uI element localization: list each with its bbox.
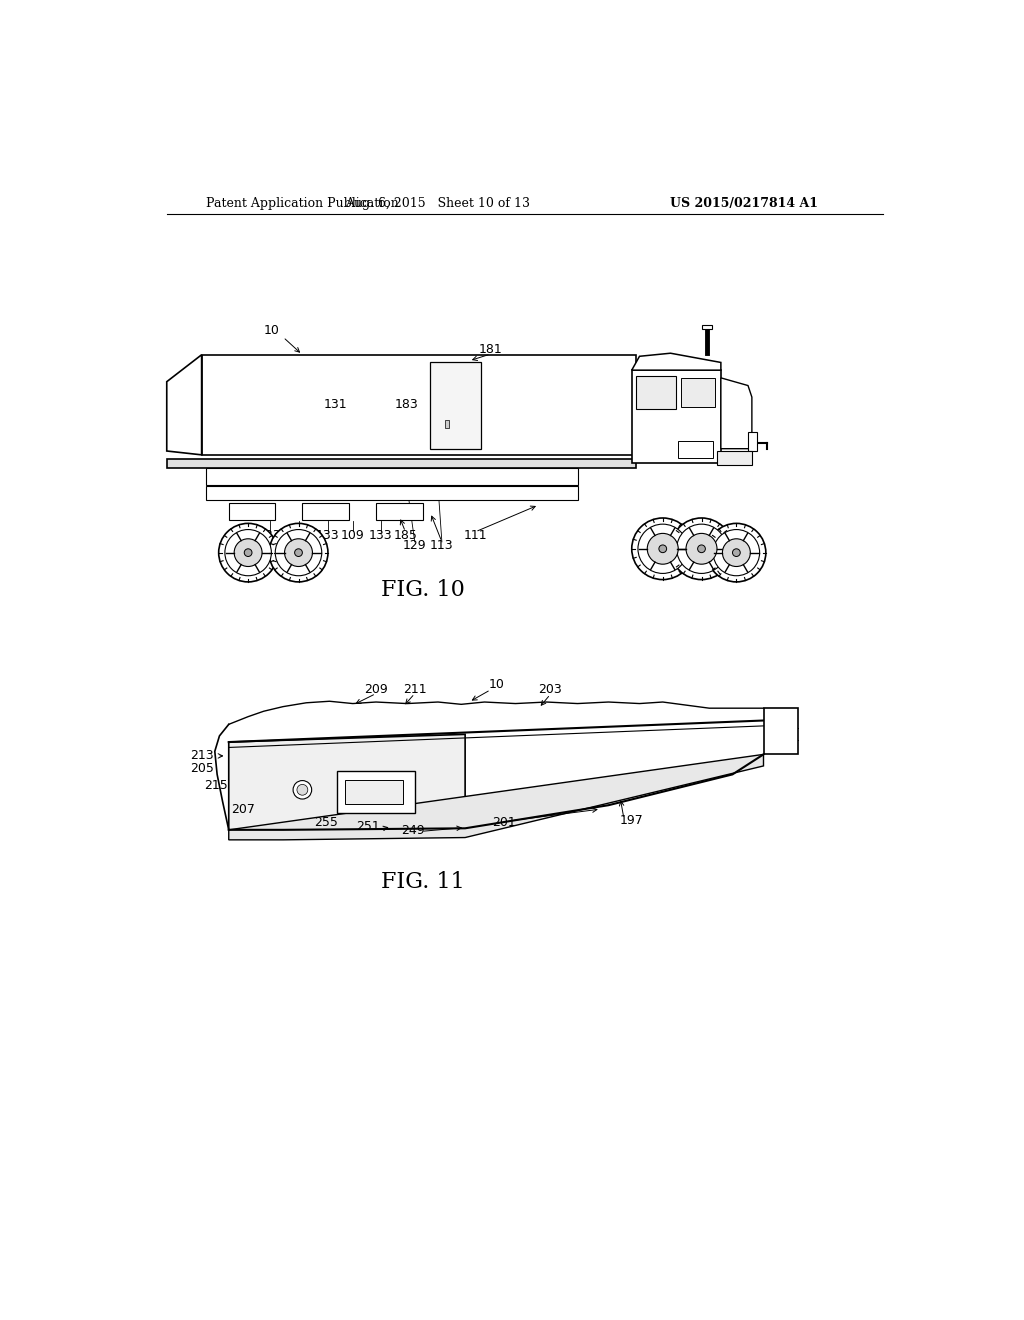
Circle shape	[722, 539, 751, 566]
Circle shape	[658, 545, 667, 553]
Polygon shape	[228, 734, 465, 830]
Text: 203: 203	[539, 684, 562, 696]
Text: 109: 109	[341, 529, 365, 543]
Text: 201: 201	[492, 816, 516, 829]
Text: 129: 129	[402, 539, 427, 552]
Circle shape	[275, 529, 322, 576]
Bar	[445, 420, 449, 428]
Text: 207: 207	[230, 803, 255, 816]
Text: Patent Application Publication: Patent Application Publication	[206, 197, 398, 210]
Circle shape	[677, 524, 726, 573]
Circle shape	[697, 545, 706, 553]
Bar	[702, 326, 712, 330]
Circle shape	[632, 517, 693, 579]
Text: 12: 12	[233, 529, 249, 543]
Text: 113: 113	[430, 539, 454, 552]
Circle shape	[707, 524, 766, 582]
Text: 10: 10	[488, 677, 504, 690]
Bar	[202, 355, 636, 455]
Text: 183: 183	[395, 399, 419, 412]
Text: 185: 185	[393, 529, 418, 543]
Circle shape	[219, 524, 278, 582]
Text: FIG. 10: FIG. 10	[381, 578, 465, 601]
Bar	[678, 441, 713, 458]
Text: 133: 133	[369, 529, 392, 543]
Bar	[430, 363, 480, 449]
Text: 197: 197	[620, 814, 644, 828]
Bar	[206, 469, 578, 484]
Circle shape	[671, 517, 732, 579]
Text: US 2015/0217814 A1: US 2015/0217814 A1	[671, 197, 818, 210]
Text: Aug. 6, 2015   Sheet 10 of 13: Aug. 6, 2015 Sheet 10 of 13	[345, 197, 530, 210]
Bar	[345, 780, 403, 804]
Bar	[206, 487, 578, 500]
Bar	[764, 708, 799, 755]
Polygon shape	[228, 755, 764, 840]
Bar	[636, 376, 676, 409]
Bar	[717, 451, 752, 465]
Text: 102: 102	[282, 550, 305, 564]
Circle shape	[686, 533, 717, 564]
Circle shape	[638, 524, 687, 573]
Circle shape	[295, 549, 302, 557]
Text: 249: 249	[401, 824, 425, 837]
Text: 209: 209	[365, 684, 388, 696]
Text: 215: 215	[204, 779, 227, 792]
Bar	[167, 459, 636, 469]
Text: FIG. 11: FIG. 11	[381, 871, 464, 894]
Circle shape	[285, 539, 312, 566]
Circle shape	[293, 780, 311, 799]
Text: 129: 129	[287, 529, 310, 543]
Text: 213: 213	[189, 750, 213, 763]
Text: 255: 255	[313, 816, 338, 829]
Bar	[337, 771, 415, 813]
Circle shape	[297, 784, 308, 795]
Text: 133: 133	[316, 529, 340, 543]
Polygon shape	[721, 378, 752, 449]
Text: 111: 111	[464, 529, 487, 543]
Text: 211: 211	[402, 684, 427, 696]
Bar	[748, 432, 758, 451]
Bar	[228, 503, 275, 520]
Text: 205: 205	[189, 762, 214, 775]
Text: 251: 251	[356, 820, 380, 833]
Polygon shape	[167, 355, 202, 455]
Polygon shape	[632, 354, 721, 370]
Circle shape	[713, 529, 760, 576]
Text: 10: 10	[263, 323, 280, 337]
Bar	[302, 503, 349, 520]
Text: 131: 131	[324, 399, 347, 412]
Bar	[632, 370, 721, 462]
Bar	[681, 378, 716, 407]
Circle shape	[245, 549, 252, 557]
Circle shape	[269, 524, 328, 582]
Circle shape	[732, 549, 740, 557]
Text: 181: 181	[479, 343, 503, 356]
Circle shape	[647, 533, 678, 564]
Bar	[376, 503, 423, 520]
Circle shape	[225, 529, 271, 576]
Text: 133: 133	[258, 529, 282, 543]
Circle shape	[234, 539, 262, 566]
